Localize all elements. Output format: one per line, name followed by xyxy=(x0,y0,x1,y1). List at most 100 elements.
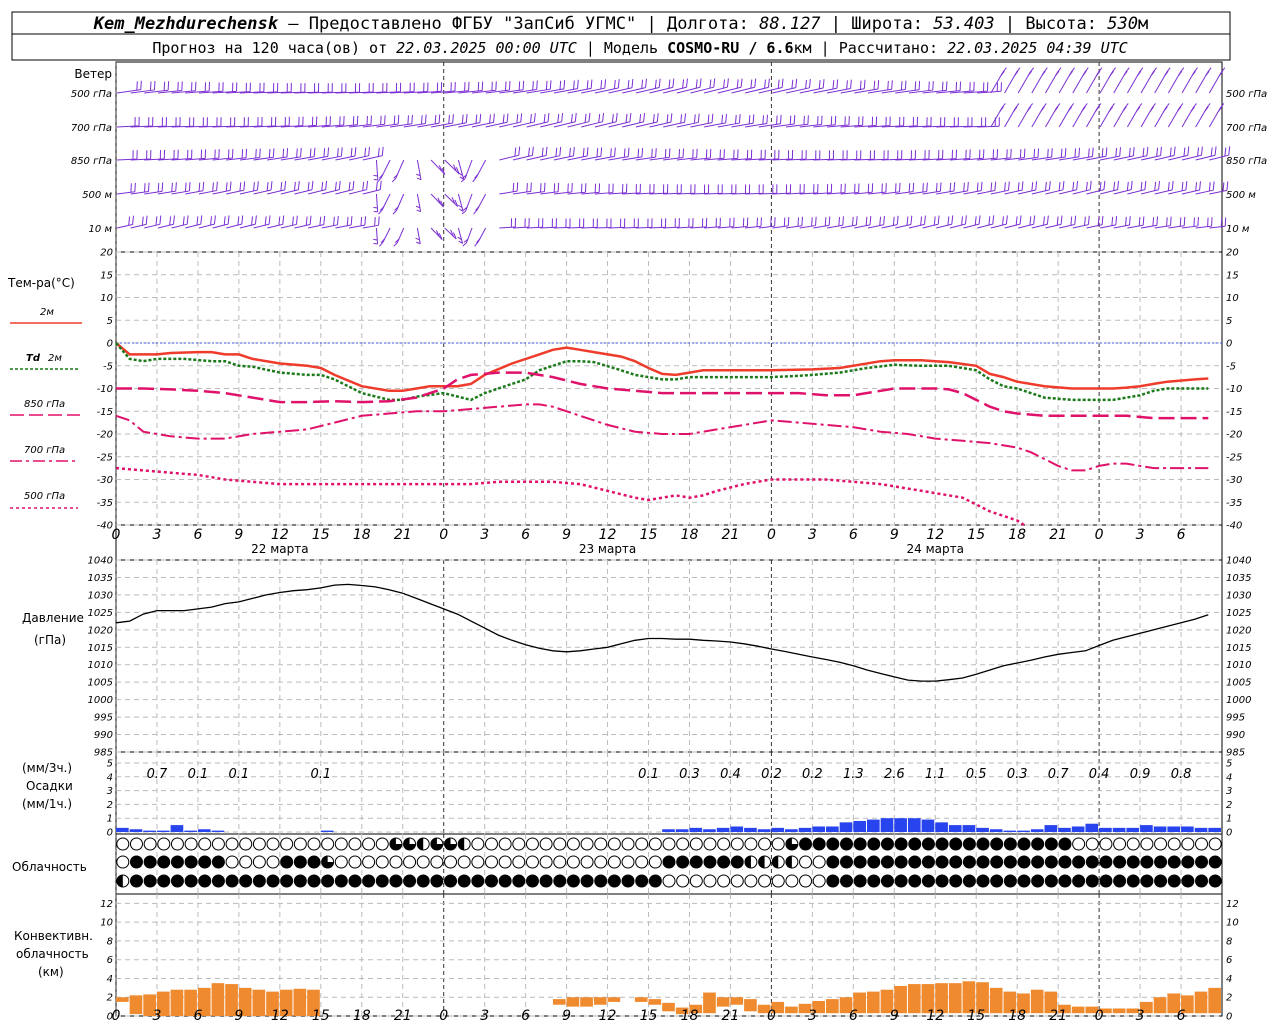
header-alt-label: Высота: xyxy=(1025,14,1097,34)
wind-barb-feather xyxy=(1021,181,1024,191)
wind-barb-feather xyxy=(393,174,398,179)
cloud-circle xyxy=(908,855,922,869)
wind-barb-shaft xyxy=(813,192,832,195)
day-label: 23 марта xyxy=(579,542,636,556)
wind-barb-shaft xyxy=(1113,224,1130,229)
wind-barb-feather xyxy=(904,80,907,90)
cloud-cover-circle-icon xyxy=(1099,837,1113,851)
cloud-circle xyxy=(1126,874,1140,888)
wind-barb-feather xyxy=(450,229,454,237)
wind-barb-icon xyxy=(1181,103,1197,128)
wind-barb-shaft xyxy=(1099,189,1118,195)
cloud-circle xyxy=(1072,855,1086,869)
wind-barb-feather xyxy=(613,79,616,89)
wind-barb-feather xyxy=(953,182,956,192)
wind-barb-icon xyxy=(635,148,657,161)
wind-barb-feather xyxy=(543,113,546,123)
wind-barb-shaft xyxy=(690,157,711,161)
convective-bar xyxy=(894,985,907,1014)
cloud-circle xyxy=(1044,837,1058,851)
cloud-cover-circle-icon xyxy=(334,837,348,851)
legend-label-t850: 850 гПа xyxy=(24,399,65,410)
cloud-circle xyxy=(648,874,662,888)
wind-barb-icon xyxy=(704,113,727,128)
cloud-cover-circle-icon xyxy=(785,837,799,851)
wind-barb-icon xyxy=(239,148,261,161)
wind-barb-shaft xyxy=(1208,71,1222,94)
cloud-cover-circle-icon xyxy=(594,837,608,851)
time-tick-label: 15 xyxy=(640,527,658,543)
wind-barb-feather xyxy=(1027,70,1033,76)
wind-barb-icon xyxy=(1154,216,1172,229)
cloud-cover-circle-icon xyxy=(689,874,703,888)
cloud-cover-circle-icon xyxy=(129,855,143,869)
header-lon-label: Долгота: xyxy=(667,14,749,34)
cloud-circle xyxy=(867,837,881,851)
wind-barb-feather xyxy=(364,147,367,157)
precip-tick-label-right: 2 xyxy=(1226,800,1232,811)
cloud-circle xyxy=(566,837,580,851)
precip-bar xyxy=(962,825,976,832)
wind-barb-icon xyxy=(608,183,628,195)
cloud-cover-circle-icon xyxy=(744,837,758,851)
wind-barb-icon xyxy=(349,83,374,94)
wind-barb-feather xyxy=(828,216,831,226)
wind-barb-feather xyxy=(268,215,271,225)
wind-barb-icon xyxy=(799,216,817,229)
temperature-series xyxy=(115,342,1209,527)
wind-barb-icon xyxy=(267,83,292,94)
cloud-circle xyxy=(321,874,335,888)
wind-barb-shaft xyxy=(745,225,762,229)
wind-barb-feather xyxy=(223,216,226,226)
cloud-cover-circle-icon xyxy=(1208,874,1222,888)
wind-barb-feather xyxy=(393,242,398,247)
cloud-cover-circle-icon xyxy=(157,855,171,869)
precip-tick-label-right: 1 xyxy=(1226,814,1232,825)
wind-barb-icon xyxy=(908,182,928,195)
wind-barb-icon xyxy=(663,184,682,195)
wind-barb-feather xyxy=(282,148,285,158)
wind-barb-icon xyxy=(895,116,918,128)
precip-bar xyxy=(116,827,129,832)
wind-barb-icon xyxy=(745,149,766,161)
cloud-circle xyxy=(348,837,362,851)
wind-barb-icon xyxy=(676,78,702,94)
wind-barb-feather xyxy=(147,182,150,192)
wind-barb-shaft xyxy=(1127,155,1148,161)
cloud-cover-circle-icon xyxy=(580,837,594,851)
cloud-circle xyxy=(1195,855,1209,869)
wind-barb-icon xyxy=(526,113,550,128)
wind-barb-feather xyxy=(735,114,737,124)
wind-barb-icon xyxy=(1072,103,1088,128)
convective-bar xyxy=(1044,991,1058,1014)
wind-barb-feather xyxy=(961,216,964,226)
wind-barb-icon xyxy=(239,181,259,195)
wind-barb-icon xyxy=(963,117,987,128)
wind-barb-icon xyxy=(157,117,181,128)
precip-tick-label-left: 1 xyxy=(107,814,113,825)
wind-barb-shaft xyxy=(308,155,328,161)
time-tick-label: 12 xyxy=(926,527,944,543)
wind-barb-shaft xyxy=(867,158,888,161)
wind-barb-shaft xyxy=(1209,225,1226,229)
wind-barb-feather xyxy=(436,230,440,237)
wind-barb-feather xyxy=(476,238,481,244)
wind-barb-icon xyxy=(1045,148,1067,161)
wind-barb-feather xyxy=(251,216,253,226)
convective-bar xyxy=(689,1004,703,1014)
convective-bar xyxy=(1017,993,1030,1014)
wind-barb-icon xyxy=(472,159,487,183)
cloud-cover-circle-icon xyxy=(293,837,307,851)
wind-barb-shaft xyxy=(390,91,415,94)
cloud-circle xyxy=(580,837,594,851)
wind-barb-shaft xyxy=(594,155,615,161)
wind-barb-icon xyxy=(1195,67,1212,94)
wind-barb-feather xyxy=(1193,217,1195,227)
wind-barb-icon xyxy=(1154,67,1171,94)
wind-barb-feather xyxy=(360,216,363,226)
wind-barb-icon xyxy=(635,218,653,229)
cloud-cover-circle-icon xyxy=(1044,874,1058,888)
wind-barb-feather xyxy=(543,182,546,192)
cloud-cover-circle-icon xyxy=(607,837,621,851)
cloud-cover-circle-icon xyxy=(1167,837,1181,851)
